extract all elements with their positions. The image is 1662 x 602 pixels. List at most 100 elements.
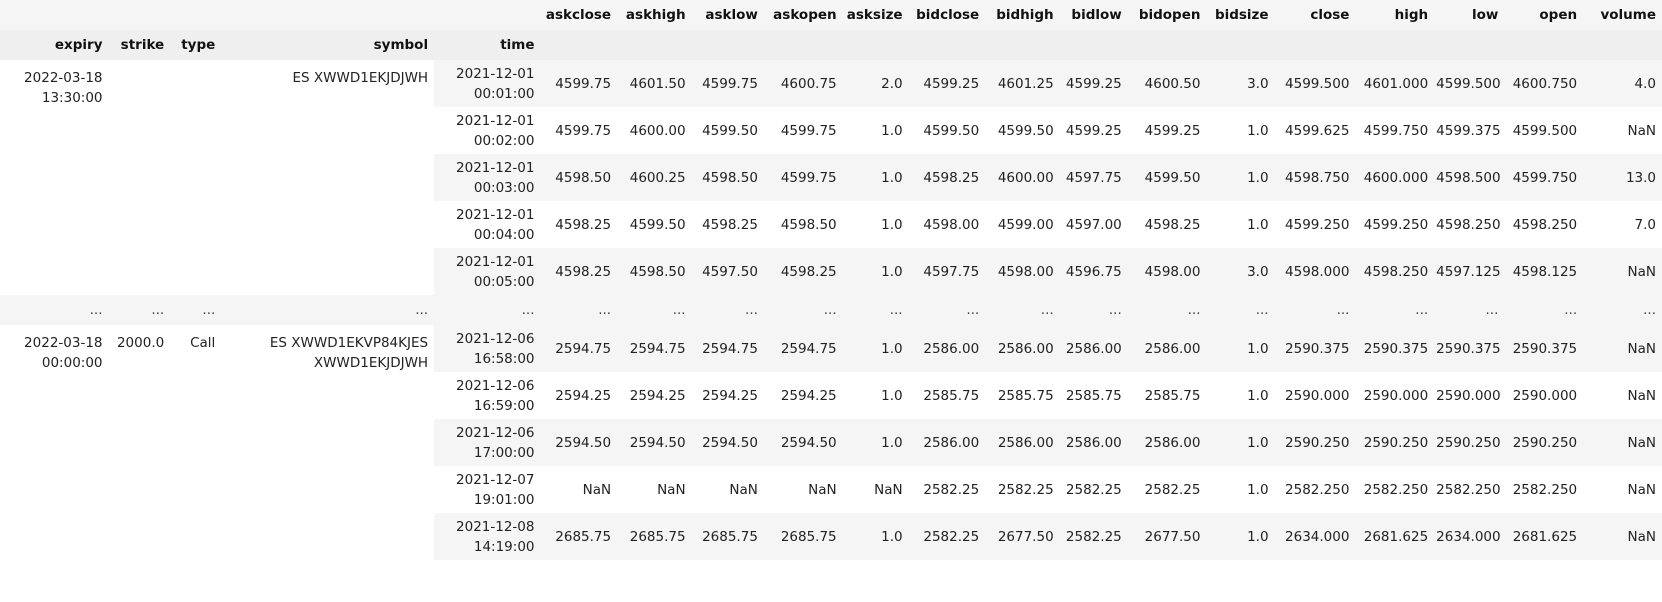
cell-bidlow: 2585.75 <box>1065 387 1122 404</box>
cell-bidclose: 2585.75 <box>923 387 980 404</box>
cell-high: 2590.250 <box>1355 419 1435 466</box>
cell-bidsize: 1.0 <box>1206 154 1275 201</box>
table-row: 2021-12-01 00:04:00 4598.25 4599.50 4598.25 4… <box>0 201 1662 248</box>
index-header-expiry: expiry <box>0 30 109 60</box>
cell-bidclose: 4598.25 <box>908 154 986 201</box>
cell-close: 4599.250 <box>1285 216 1350 233</box>
cell-high: 2590.375 <box>1355 325 1435 372</box>
cell-open: 4600.750 <box>1504 60 1584 107</box>
column-header-bidhigh: bidhigh <box>985 0 1060 30</box>
cell-low: 2634.000 <box>1434 513 1505 560</box>
column-header-row: askclose askhigh asklow askopen asksize bidcl… <box>0 0 1662 30</box>
cell-bidclose: 2582.25 <box>923 481 980 498</box>
cell-open: 2590.250 <box>1504 419 1584 466</box>
cell-asksize: 1.0 <box>842 154 909 201</box>
cell-bidclose: 2586.00 <box>908 325 986 372</box>
cell-bidopen: 4598.25 <box>1144 216 1201 233</box>
index-header-spacer <box>540 30 1662 60</box>
cell-bidhigh: 2586.00 <box>985 325 1060 372</box>
cell-asksize: 1.0 <box>881 122 903 139</box>
cell-asklow: 4598.25 <box>702 216 758 233</box>
ellipsis-cell: ... <box>763 295 843 325</box>
cell-close: 4599.500 <box>1274 60 1356 107</box>
ellipsis-cell: ... <box>0 295 109 325</box>
cell-close: 2590.250 <box>1274 419 1356 466</box>
cell-high: 4598.250 <box>1355 248 1435 295</box>
index-strike: 2000.0 <box>108 325 171 560</box>
ellipsis-cell: ... <box>691 295 764 325</box>
index-header-symbol: symbol <box>221 30 435 60</box>
cell-bidhigh: 2586.00 <box>985 419 1060 466</box>
cell-volume: NaN <box>1583 325 1662 372</box>
cell-asklow: 2685.75 <box>691 513 764 560</box>
cell-bidhigh: 4599.00 <box>997 216 1054 233</box>
cell-asksize: 1.0 <box>842 325 909 372</box>
cell-close: 2590.375 <box>1274 325 1356 372</box>
column-header-bidclose: bidclose <box>908 0 986 30</box>
cell-bidclose: 2582.25 <box>908 513 986 560</box>
column-header-bidlow: bidlow <box>1059 0 1128 30</box>
cell-low: 4597.125 <box>1434 248 1505 295</box>
cell-askopen: 2594.75 <box>763 325 843 372</box>
cell-askopen: 4598.50 <box>780 216 837 233</box>
ellipsis-cell: ... <box>908 295 986 325</box>
cell-bidlow: 4597.00 <box>1065 216 1122 233</box>
cell-askclose: NaN <box>582 481 612 498</box>
table-row: 2021-12-01 00:02:00 4599.75 4600.00 4599.50 4… <box>0 107 1662 154</box>
cell-askopen: 4599.75 <box>780 122 837 139</box>
cell-bidlow: 2586.00 <box>1059 325 1128 372</box>
column-header-close: close <box>1274 0 1356 30</box>
cell-open: 2590.375 <box>1504 325 1584 372</box>
ellipsis-cell: ... <box>842 295 909 325</box>
cell-bidlow: 2582.25 <box>1059 513 1128 560</box>
cell-asklow: 2594.75 <box>691 325 764 372</box>
index-symbol: ES XWWD1EKJDJWH <box>221 60 435 295</box>
ellipsis-cell: ... <box>1583 295 1662 325</box>
cell-open: 4598.250 <box>1512 216 1578 233</box>
cell-askopen: 4598.25 <box>763 248 843 295</box>
index-type: Call <box>170 325 222 560</box>
cell-bidopen: 4599.25 <box>1144 122 1201 139</box>
ellipsis-cell: ... <box>434 295 541 325</box>
ellipsis-cell: ... <box>617 295 692 325</box>
cell-bidopen: 2586.00 <box>1127 325 1207 372</box>
cell-low: 2590.250 <box>1434 419 1505 466</box>
cell-bidsize: 1.0 <box>1247 481 1269 498</box>
cell-close: 2590.000 <box>1285 387 1350 404</box>
cell-volume: NaN <box>1627 387 1656 404</box>
cell-askhigh: 2685.75 <box>617 513 692 560</box>
cell-open: 4598.125 <box>1504 248 1584 295</box>
cell-low: 4599.375 <box>1436 122 1501 139</box>
cell-asksize: NaN <box>874 481 903 498</box>
cell-askhigh: NaN <box>657 481 686 498</box>
cell-askclose: 2594.50 <box>540 419 618 466</box>
cell-bidlow: 2582.25 <box>1065 481 1122 498</box>
cell-askopen: 2594.50 <box>763 419 843 466</box>
cell-askhigh: 4598.50 <box>617 248 692 295</box>
cell-volume: NaN <box>1583 248 1662 295</box>
cell-askhigh: 4600.25 <box>617 154 692 201</box>
cell-bidhigh: 4601.25 <box>985 60 1060 107</box>
cell-askhigh: 4599.50 <box>629 216 686 233</box>
cell-bidhigh: 4598.00 <box>985 248 1060 295</box>
cell-high: 4601.000 <box>1355 60 1435 107</box>
cell-high: 2590.000 <box>1363 387 1429 404</box>
cell-bidclose: 4598.00 <box>923 216 980 233</box>
column-header-bidsize: bidsize <box>1206 0 1275 30</box>
column-header-askclose: askclose <box>540 0 618 30</box>
cell-askclose: 4599.75 <box>555 122 612 139</box>
index-time: 2021-12-01 00:04:00 <box>456 206 535 243</box>
table-row: 2022-03-18 13:30:00 ES XWWD1EKJDJWH 2021-12… <box>0 60 1662 295</box>
index-time: 2021-12-06 16:59:00 <box>456 377 535 414</box>
cell-low: 4598.500 <box>1434 154 1505 201</box>
index-header-row: expiry strike type symbol time <box>0 30 1662 60</box>
ellipsis-cell: ... <box>1206 295 1275 325</box>
cell-bidsize: 1.0 <box>1206 513 1275 560</box>
cell-open: 2590.000 <box>1512 387 1578 404</box>
index-time: 2021-12-08 14:19:00 <box>434 513 541 560</box>
cell-askhigh: 2594.25 <box>629 387 686 404</box>
cell-bidclose: 4599.25 <box>908 60 986 107</box>
cell-bidopen: 2677.50 <box>1127 513 1207 560</box>
cell-askclose: 4598.50 <box>540 154 618 201</box>
index-time: 2021-12-07 19:01:00 <box>456 471 535 508</box>
